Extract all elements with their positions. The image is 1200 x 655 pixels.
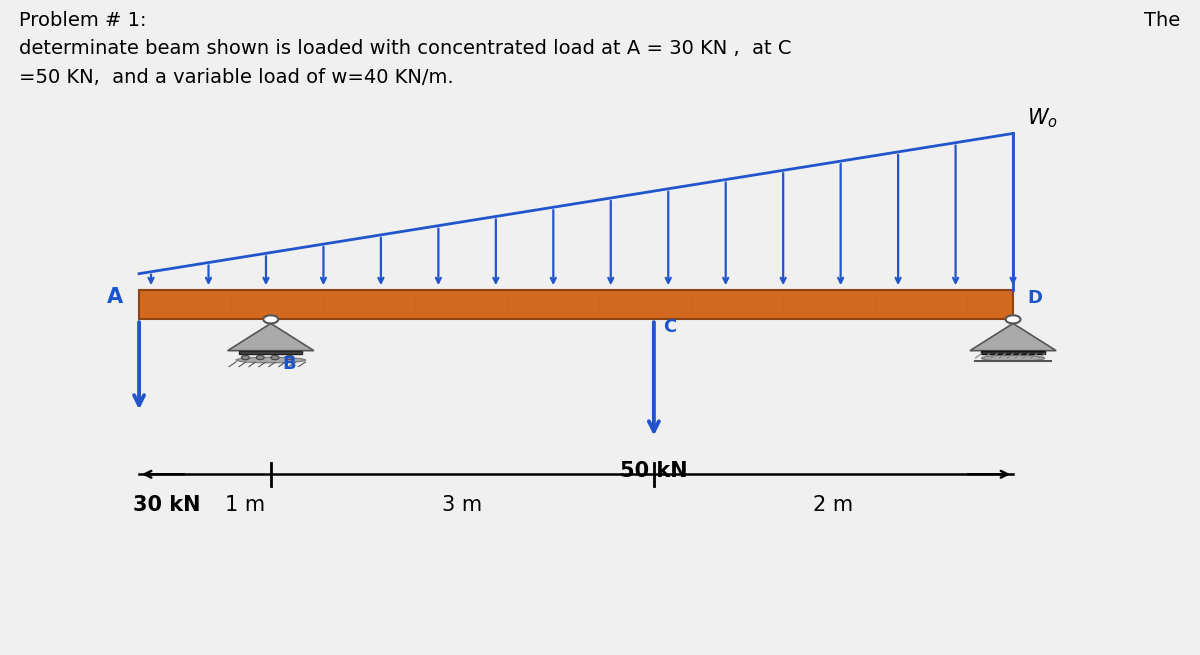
Text: B: B [283,355,296,373]
Text: A: A [107,287,124,307]
Text: =50 KN,  and a variable load of w=40 KN/m.: =50 KN, and a variable load of w=40 KN/m… [19,68,454,87]
Circle shape [263,315,278,324]
Circle shape [271,356,280,360]
Bar [139,290,1013,320]
Ellipse shape [236,357,306,363]
Text: C: C [664,318,677,336]
Bar [239,350,302,354]
Circle shape [1006,315,1020,324]
Text: 50 kN: 50 kN [620,461,688,481]
Text: The: The [1145,11,1181,30]
Text: determinate beam shown is loaded with concentrated load at A = 30 KN ,  at C: determinate beam shown is loaded with co… [19,39,792,58]
Polygon shape [970,324,1056,350]
Text: 1 m: 1 m [226,495,265,515]
Polygon shape [228,324,314,350]
Circle shape [257,356,264,360]
Text: D: D [1027,289,1043,307]
Text: 3 m: 3 m [443,495,482,515]
Circle shape [241,356,250,360]
Circle shape [286,356,294,360]
Text: 30 kN: 30 kN [133,495,200,515]
Bar [982,350,1045,354]
Text: $W_o$: $W_o$ [1027,107,1058,130]
Text: 2 m: 2 m [814,495,853,515]
Ellipse shape [982,355,1045,362]
Text: Problem # 1:: Problem # 1: [19,11,146,30]
